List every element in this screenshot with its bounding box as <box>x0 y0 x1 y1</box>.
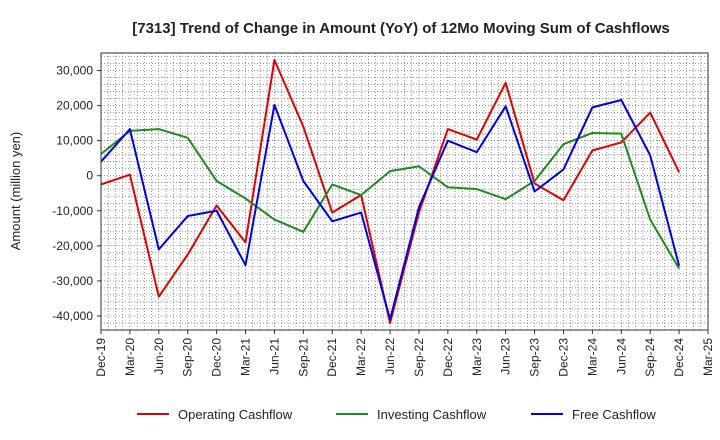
x-tick-label: Mar-25 <box>701 338 715 376</box>
x-tick-label: Jun-23 <box>499 338 513 375</box>
legend-label-investing-cashflow: Investing Cashflow <box>377 407 487 422</box>
x-tick-label: Dec-22 <box>441 338 455 377</box>
y-tick-label: -40,000 <box>52 309 93 323</box>
x-tick-label: Dec-20 <box>210 338 224 377</box>
x-tick-label: Dec-21 <box>325 338 339 377</box>
x-tick-label: Jun-24 <box>614 338 628 375</box>
x-tick-label: Jun-22 <box>383 338 397 375</box>
x-tick-label: Sep-21 <box>296 338 310 377</box>
x-tick-label: Dec-23 <box>556 338 570 377</box>
x-tick-label: Jun-20 <box>152 338 166 375</box>
series-line-investing-cashflow <box>100 128 680 270</box>
x-tick-label: Sep-22 <box>412 338 426 377</box>
series-line-free-cashflow <box>100 98 681 321</box>
y-tick-label: -30,000 <box>52 274 93 288</box>
plot-frame <box>100 52 709 331</box>
y-tick-label: -10,000 <box>52 204 93 218</box>
y-axis-label: Amount (million yen) <box>8 132 23 251</box>
series-lines <box>100 59 681 324</box>
legend-label-operating-cashflow: Operating Cashflow <box>178 407 293 422</box>
y-tick-label: -20,000 <box>52 239 93 253</box>
x-tick-label: Mar-24 <box>585 338 599 376</box>
y-axis-ticks: 30,000 20,000 10,000 0 -10,000 -20,000 -30,000… <box>52 64 101 323</box>
chart-title: [7313] Trend of Change in Amount (YoY) o… <box>132 20 670 37</box>
legend-label-free-cashflow: Free Cashflow <box>572 407 656 422</box>
x-axis-ticks: Dec-19 Mar-20 Jun-20 Sep-20 Dec-20 Mar-21 Jun-… <box>94 330 715 377</box>
y-tick-label: 10,000 <box>56 134 93 148</box>
y-tick-label: 30,000 <box>56 64 93 78</box>
y-tick-label: 20,000 <box>56 99 93 113</box>
x-tick-label: Dec-19 <box>94 338 108 377</box>
x-tick-label: Sep-23 <box>528 338 542 377</box>
x-tick-label: Jun-21 <box>267 338 281 375</box>
x-tick-label: Sep-24 <box>643 338 657 377</box>
x-tick-label: Mar-23 <box>470 338 484 376</box>
y-tick-label: 0 <box>86 169 93 183</box>
x-tick-label: Dec-24 <box>672 338 686 377</box>
x-tick-label: Mar-21 <box>239 338 253 376</box>
series-line-operating-cashflow <box>100 59 680 324</box>
x-tick-label: Sep-20 <box>181 338 195 377</box>
x-tick-label: Mar-20 <box>123 338 137 376</box>
grid <box>100 53 708 331</box>
legend: Operating Cashflow Investing Cashflow Free… <box>137 407 656 422</box>
x-tick-label: Mar-22 <box>354 338 368 376</box>
